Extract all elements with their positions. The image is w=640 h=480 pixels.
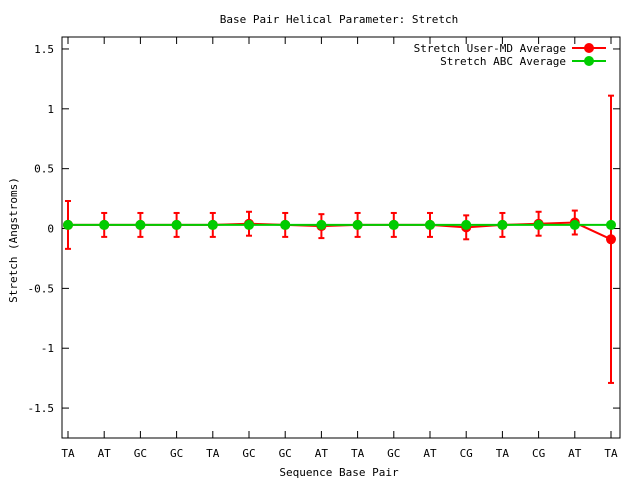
legend-label: Stretch User-MD Average xyxy=(414,42,566,55)
x-tick-label: GC xyxy=(387,447,400,460)
point-abc xyxy=(280,219,291,230)
x-tick-label: CG xyxy=(532,447,545,460)
y-tick-label: -0.5 xyxy=(28,282,55,295)
x-tick-label: AT xyxy=(98,447,112,460)
point-user-md xyxy=(606,234,616,245)
y-tick-label: 1.5 xyxy=(34,43,54,56)
point-abc xyxy=(497,219,508,230)
x-tick-label: CG xyxy=(460,447,473,460)
x-tick-label: AT xyxy=(568,447,582,460)
legend-marker xyxy=(584,43,594,53)
y-tick-label: -1.5 xyxy=(28,402,55,415)
x-tick-label: TA xyxy=(61,447,75,460)
y-tick-label: 1 xyxy=(47,103,54,116)
x-tick-label: GC xyxy=(242,447,255,460)
x-tick-label: GC xyxy=(134,447,147,460)
x-tick-label: TA xyxy=(351,447,365,460)
legend-marker xyxy=(584,56,594,66)
x-axis-label: Sequence Base Pair xyxy=(279,466,399,479)
x-tick-label: AT xyxy=(315,447,329,460)
x-tick-label: GC xyxy=(170,447,183,460)
point-abc xyxy=(99,219,110,230)
y-tick-label: 0.5 xyxy=(34,163,54,176)
y-tick-label: 0 xyxy=(47,223,54,236)
point-abc xyxy=(352,219,363,230)
series-layer xyxy=(63,94,616,384)
point-abc xyxy=(388,219,399,230)
point-abc xyxy=(63,219,73,230)
point-abc xyxy=(244,219,254,230)
x-tick-label: TA xyxy=(604,447,618,460)
legend-label: Stretch ABC Average xyxy=(440,55,566,68)
chart-title: Base Pair Helical Parameter: Stretch xyxy=(220,13,458,26)
y-axis-ticks: 1.5 1 0.5 0 -0.5 -1 -1.5 xyxy=(28,43,620,415)
point-abc xyxy=(425,219,435,230)
point-abc xyxy=(569,219,580,230)
x-tick-label: TA xyxy=(496,447,510,460)
point-abc xyxy=(135,219,146,230)
plot-frame xyxy=(61,36,621,439)
x-tick-label: AT xyxy=(423,447,437,460)
y-axis-label: Stretch (Angstroms) xyxy=(7,177,20,303)
point-abc xyxy=(207,219,218,230)
point-abc xyxy=(171,219,182,230)
point-abc xyxy=(461,219,472,230)
x-axis-ticks: TA AT GC GC TA GC GC AT TA GC AT CG TA CG AT TA xyxy=(61,37,618,460)
y-tick-label: -1 xyxy=(41,342,54,355)
series-user-md xyxy=(63,94,616,384)
point-abc xyxy=(316,219,327,230)
point-abc xyxy=(533,219,544,230)
point-abc xyxy=(606,219,616,230)
series-abc xyxy=(63,219,616,230)
x-tick-label: TA xyxy=(206,447,220,460)
x-tick-label: GC xyxy=(279,447,292,460)
